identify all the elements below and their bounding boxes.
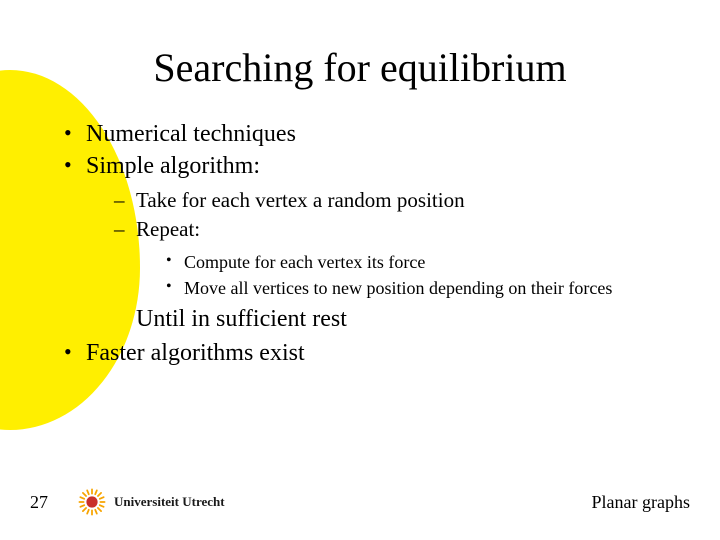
footer: 27 xyxy=(0,488,720,516)
bullet-item: Compute for each vertex its force xyxy=(166,250,680,274)
bullet-item: Move all vertices to new position depend… xyxy=(166,276,680,300)
bullet-item: Faster algorithms exist xyxy=(64,338,680,368)
slide-title: Searching for equilibrium xyxy=(0,0,720,119)
bullet-item: Take for each vertex a random position xyxy=(114,187,680,214)
bullet-item: Numerical techniques xyxy=(64,119,680,149)
footer-right-text: Planar graphs xyxy=(592,492,690,513)
sun-icon xyxy=(78,488,106,516)
bullet-text: Repeat: xyxy=(136,217,200,241)
bullet-list-level3: Compute for each vertex its force Move a… xyxy=(136,250,680,301)
slide: Searching for equilibrium Numerical tech… xyxy=(0,0,720,540)
bullet-item: Simple algorithm: Take for each vertex a… xyxy=(64,151,680,334)
bullet-list-level2: Take for each vertex a random position R… xyxy=(86,187,680,300)
bullet-list-level1: Numerical techniques Simple algorithm: T… xyxy=(64,119,680,368)
bullet-item: Repeat: Compute for each vertex its forc… xyxy=(114,216,680,300)
slide-content: Numerical techniques Simple algorithm: T… xyxy=(0,119,720,368)
until-text: Until in sufficient rest xyxy=(86,304,680,334)
page-number: 27 xyxy=(30,492,70,513)
bullet-text: Simple algorithm: xyxy=(86,153,260,179)
university-logo: Universiteit Utrecht xyxy=(78,488,225,516)
logo-text: Universiteit Utrecht xyxy=(114,494,225,510)
